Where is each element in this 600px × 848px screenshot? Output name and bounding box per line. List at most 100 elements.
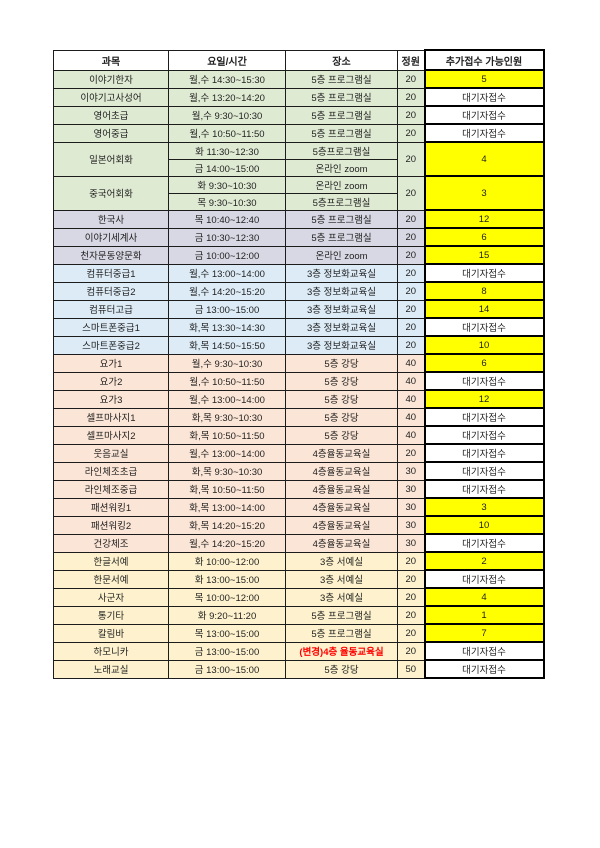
table-row: 라인체조중급 화,목 10:50~11:50 4층율동교육실 30 대기자접수 [53, 479, 545, 499]
extra-cell: 12 [423, 389, 545, 409]
place-cell: 3층 정보화교육실 [285, 263, 398, 283]
extra-cell: 8 [423, 281, 545, 301]
extra-cell: 대기자접수 [423, 407, 545, 427]
place-cell: 온라인 zoom [285, 245, 398, 265]
subject-cell: 컴퓨터중급2 [53, 281, 169, 301]
subject-cell: 스마트폰중급2 [53, 335, 169, 355]
time-cell: 화 10:00~12:00 [168, 551, 286, 571]
table-row: 요가1 월,수 9:30~10:30 5층 강당 40 6 [53, 353, 545, 373]
header-capacity: 정원 [397, 49, 425, 71]
place-cell: 5층 프로그램실 [285, 623, 398, 643]
time-cell: 화,목 10:50~11:50 [168, 479, 286, 499]
subject-cell: 한글서예 [53, 551, 169, 571]
time-cell: 화,목 9:30~10:30 [168, 407, 286, 427]
table-row: 웃음교실 월,수 13:00~14:00 4층율동교육실 20 대기자접수 [53, 443, 545, 463]
place-cell: (변경)4층 율동교육실 [285, 641, 398, 661]
subject-cell: 칼림바 [53, 623, 169, 643]
capacity-cell: 20 [397, 87, 425, 107]
capacity-cell: 20 [397, 623, 425, 643]
place-cell: 5층 프로그램실 [285, 87, 398, 107]
time-cell: 화,목 13:00~14:00 [168, 497, 286, 517]
subject-cell: 이야기고사성어 [53, 87, 169, 107]
extra-cell: 3 [423, 497, 545, 517]
capacity-cell: 40 [397, 389, 425, 409]
subject-cell: 패션워킹2 [53, 515, 169, 535]
time-cell: 월,수 13:00~14:00 [168, 443, 286, 463]
subject-cell: 셀프마사지1 [53, 407, 169, 427]
capacity-cell: 20 [397, 605, 425, 625]
table-row: 패션워킹2 화,목 14:20~15:20 4층율동교육실 30 10 [53, 515, 545, 535]
extra-cell: 4 [423, 587, 545, 607]
capacity-cell: 30 [397, 515, 425, 535]
capacity-cell: 20 [397, 123, 425, 143]
time-cell: 목 10:00~12:00 [168, 587, 286, 607]
capacity-cell: 20 [397, 317, 425, 337]
subject-cell: 라인체조중급 [53, 479, 169, 499]
extra-cell: 14 [423, 299, 545, 319]
extra-cell: 4 [423, 141, 545, 177]
table-row: 라인체조초급 화,목 9:30~10:30 4층율동교육실 30 대기자접수 [53, 461, 545, 481]
time-cell: 금 10:30~12:30 [168, 227, 286, 247]
place-cell: 5층 강당 [285, 353, 398, 373]
table-row: 한글서예 화 10:00~12:00 3층 서예실 20 2 [53, 551, 545, 571]
time-cell: 화 9:30~10:30 [168, 175, 286, 194]
place-cell: 4층율동교육실 [285, 479, 398, 499]
table-row: 영어초급 월,수 9:30~10:30 5층 프로그램실 20 대기자접수 [53, 105, 545, 125]
extra-cell: 대기자접수 [423, 533, 545, 553]
time-cell: 월,수 14:30~15:30 [168, 69, 286, 89]
table-row: 컴퓨터중급1 월,수 13:00~14:00 3층 정보화교육실 20 대기자접수 [53, 263, 545, 283]
place-cell: 4층율동교육실 [285, 515, 398, 535]
extra-cell: 대기자접수 [423, 87, 545, 107]
extra-cell: 대기자접수 [423, 461, 545, 481]
extra-cell: 2 [423, 551, 545, 571]
time-cell: 화 9:20~11:20 [168, 605, 286, 625]
table-row: 셀프마사지2 화,목 10:50~11:50 5층 강당 40 대기자접수 [53, 425, 545, 445]
time-cell: 금 13:00~15:00 [168, 641, 286, 661]
place-cell: 5층 강당 [285, 389, 398, 409]
place-cell: 5층 강당 [285, 659, 398, 679]
place-cell: 온라인 zoom [285, 175, 398, 194]
subject-cell: 이야기한자 [53, 69, 169, 89]
capacity-cell: 20 [397, 175, 425, 211]
extra-cell: 대기자접수 [423, 263, 545, 283]
capacity-cell: 20 [397, 281, 425, 301]
time-cell: 월,수 14:20~15:20 [168, 281, 286, 301]
table-row: 이야기세계사 금 10:30~12:30 5층 프로그램실 20 6 [53, 227, 545, 247]
time-cell: 금 10:00~12:00 [168, 245, 286, 265]
table-row: 천자문동양문화 금 10:00~12:00 온라인 zoom 20 15 [53, 245, 545, 265]
capacity-cell: 20 [397, 227, 425, 247]
time-cell: 화,목 14:50~15:50 [168, 335, 286, 355]
header-row: 과목 요일/시간 장소 정원 추가접수 가능인원 [53, 49, 545, 71]
subject-cell: 이야기세계사 [53, 227, 169, 247]
header-time: 요일/시간 [168, 49, 286, 71]
extra-cell: 대기자접수 [423, 641, 545, 661]
place-cell: 3층 정보화교육실 [285, 335, 398, 355]
time-cell: 월,수 10:50~11:50 [168, 123, 286, 143]
extra-cell: 대기자접수 [423, 659, 545, 679]
subject-cell: 요가2 [53, 371, 169, 391]
subject-cell: 스마트폰중급1 [53, 317, 169, 337]
capacity-cell: 40 [397, 407, 425, 427]
table-row: 이야기한자 월,수 14:30~15:30 5층 프로그램실 20 5 [53, 69, 545, 89]
extra-cell: 대기자접수 [423, 443, 545, 463]
capacity-cell: 20 [397, 443, 425, 463]
place-cell: 5층 강당 [285, 425, 398, 445]
time-cell: 월,수 10:50~11:50 [168, 371, 286, 391]
extra-cell: 5 [423, 69, 545, 89]
time-cell: 목 13:00~15:00 [168, 623, 286, 643]
capacity-cell: 30 [397, 479, 425, 499]
time-cell: 화 13:00~15:00 [168, 569, 286, 589]
time-cell: 금 14:00~15:00 [168, 158, 286, 177]
subject-cell: 사군자 [53, 587, 169, 607]
time-cell: 목 10:40~12:40 [168, 209, 286, 229]
table-row: 칼림바 목 13:00~15:00 5층 프로그램실 20 7 [53, 623, 545, 643]
table-row: 노래교실 금 13:00~15:00 5층 강당 50 대기자접수 [53, 659, 545, 679]
extra-cell: 대기자접수 [423, 425, 545, 445]
subject-cell: 패션워킹1 [53, 497, 169, 517]
time-cell: 금 13:00~15:00 [168, 659, 286, 679]
table-row: 일본어회화 화 11:30~12:30 5층프로그램실 20 4 [53, 141, 545, 177]
time-cell: 월,수 9:30~10:30 [168, 105, 286, 125]
table-row: 이야기고사성어 월,수 13:20~14:20 5층 프로그램실 20 대기자접수 [53, 87, 545, 107]
place-cell: 5층 프로그램실 [285, 605, 398, 625]
